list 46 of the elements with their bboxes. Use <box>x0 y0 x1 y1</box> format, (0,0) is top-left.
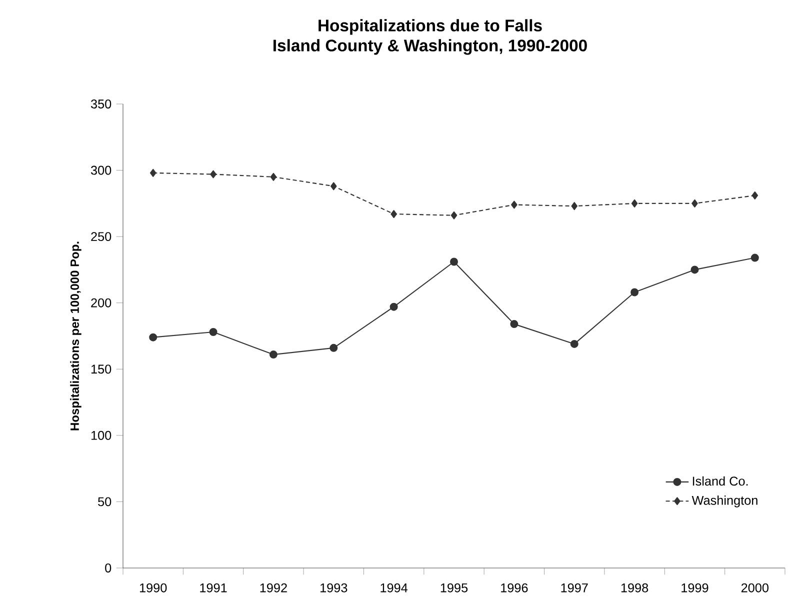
point <box>690 266 699 274</box>
x-tick-label: 1997 <box>561 583 588 592</box>
point <box>631 199 638 208</box>
x-tick-label: 1993 <box>320 583 348 592</box>
point <box>450 258 458 266</box>
x-tick-label: 1991 <box>200 583 227 592</box>
point <box>390 210 397 218</box>
x-tick-label: 1996 <box>501 583 528 592</box>
x-tick-label: 1992 <box>260 583 287 592</box>
point <box>330 182 337 190</box>
y-tick-label: 250 <box>91 232 112 242</box>
legend-label: Island Co. <box>692 476 748 486</box>
y-tick-label: 0 <box>105 564 112 572</box>
point <box>149 333 158 342</box>
point <box>450 211 458 220</box>
point <box>752 191 758 200</box>
point <box>571 202 578 210</box>
x-tick-label: 2000 <box>741 583 768 592</box>
point <box>390 302 398 311</box>
y-tick-label: 50 <box>98 497 112 506</box>
point <box>570 340 578 348</box>
point <box>210 170 216 178</box>
point <box>750 254 759 262</box>
point <box>330 344 338 352</box>
chart-title: Hospitalizations due to Falls <box>318 19 542 35</box>
y-tick-label: 350 <box>90 100 112 108</box>
point <box>209 328 218 336</box>
x-tick-label: 1999 <box>682 583 708 592</box>
chart-subtitle: Island County & Washington, 1990-2000 <box>274 39 587 55</box>
point <box>630 288 639 296</box>
point <box>270 172 277 181</box>
x-tick-label: 1994 <box>380 583 408 592</box>
y-tick-label: 100 <box>91 430 112 440</box>
x-tick-label: 1995 <box>440 583 468 592</box>
point <box>510 320 518 328</box>
x-tick-label: 1990 <box>140 583 167 592</box>
point <box>692 199 698 208</box>
legend-label: Washington <box>692 496 758 508</box>
point <box>511 200 518 209</box>
y-tick-label: 300 <box>90 166 112 175</box>
y-tick-label: 200 <box>91 298 112 308</box>
point <box>150 168 156 177</box>
point <box>269 350 278 359</box>
y-tick-label: 150 <box>91 364 112 374</box>
x-tick-label: 1998 <box>621 583 648 592</box>
y-axis-title: Hospitalizations per 100,000 Pop. <box>70 242 82 430</box>
